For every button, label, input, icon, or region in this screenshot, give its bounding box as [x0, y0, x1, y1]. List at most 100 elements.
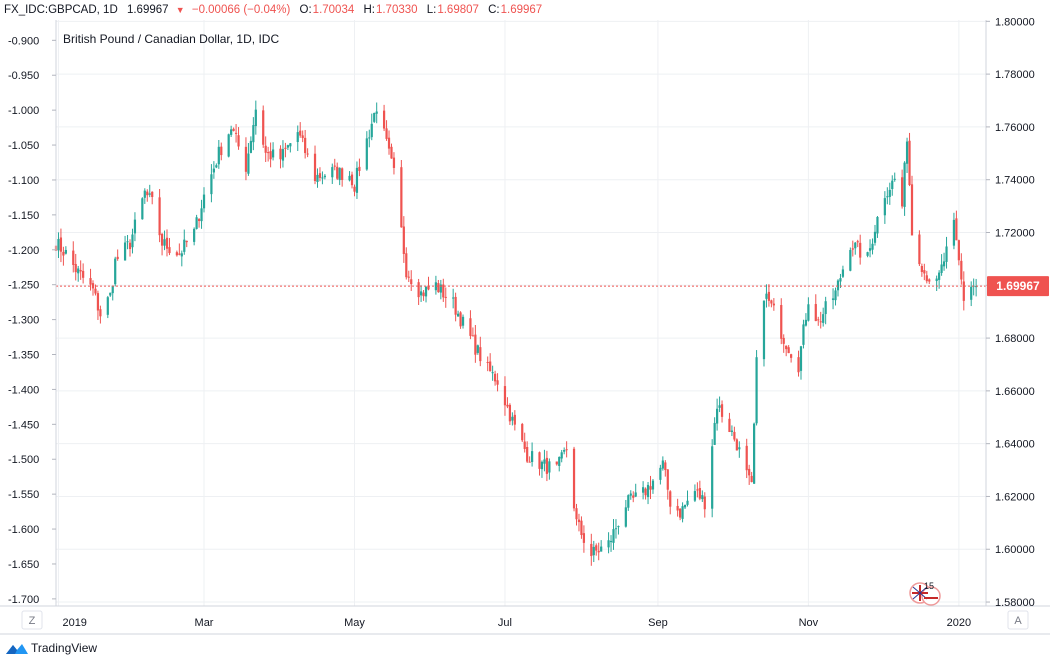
candle-up [807, 297, 810, 322]
candle-body [461, 316, 465, 326]
candle-body [609, 540, 613, 543]
high-label: H: [363, 4, 375, 16]
candle-body [849, 249, 852, 271]
candle-down [422, 289, 425, 301]
log-scale-button[interactable]: Z [21, 610, 43, 630]
candle-up [871, 238, 874, 255]
candle-up [765, 284, 768, 308]
right-tick-label: 1.66000 [995, 386, 1035, 398]
candle-up [938, 270, 941, 289]
candle-up [57, 232, 60, 259]
candle-up [419, 285, 423, 302]
candle-body [232, 128, 235, 131]
candle-body [644, 488, 647, 496]
candle-body [600, 546, 603, 552]
left-tick-label: -0.900 [8, 35, 39, 47]
candle-up [109, 292, 112, 297]
candle-down [385, 120, 388, 141]
candle-down [94, 284, 97, 296]
candle-down [577, 513, 581, 532]
candle-up [227, 133, 230, 158]
candle-up [701, 490, 704, 502]
candle-down [506, 397, 509, 409]
candle-up [716, 398, 719, 431]
candle-body [676, 505, 679, 511]
tradingview-logo-icon[interactable] [5, 642, 29, 656]
brand-name[interactable]: TradingView [31, 641, 98, 655]
candle-down [306, 148, 309, 158]
candle-body [74, 264, 77, 273]
candle-up [891, 175, 894, 196]
candle-body [318, 173, 322, 178]
auto-scale-button[interactable]: A [1007, 610, 1029, 630]
candle-body [632, 495, 635, 498]
candle-up [114, 256, 117, 287]
candle-up [624, 499, 627, 528]
candle-body [284, 147, 287, 149]
candle-down [99, 305, 102, 324]
candle-down [486, 356, 489, 372]
candle-body [304, 137, 307, 154]
candle-up [730, 425, 734, 437]
candle-up [617, 525, 620, 535]
candle-body [301, 135, 304, 139]
candle-body [698, 488, 701, 499]
candle-down [444, 287, 447, 308]
candle-body [597, 550, 600, 553]
candle-body [920, 265, 923, 272]
candle-up [755, 350, 758, 426]
price-chart[interactable]: British Pound / Canadian Dollar, 1D, IDC… [0, 0, 1050, 638]
candle-body [903, 162, 906, 207]
symbol-name[interactable]: FX_IDC:GBPCAD, 1D [4, 4, 118, 16]
candle-up [713, 417, 716, 445]
time-axis-label: Jul [498, 617, 512, 629]
candle-body [713, 422, 716, 445]
candle-body [910, 184, 914, 236]
right-tick-label: 1.74000 [995, 175, 1035, 187]
candle-body [269, 151, 272, 160]
candle-up [804, 313, 808, 327]
candle-body [402, 226, 405, 254]
candle-down [96, 290, 100, 320]
candle-body [646, 484, 650, 498]
candle-down [262, 105, 265, 148]
candle-body [841, 269, 845, 277]
candle-body [649, 486, 652, 490]
candle-down [955, 210, 958, 241]
candle-up [375, 102, 378, 124]
left-tick-label: -1.400 [8, 384, 39, 396]
candle-body [382, 110, 386, 129]
candle-up [215, 163, 218, 169]
candle-body [942, 261, 946, 267]
candle-body [392, 157, 396, 168]
candle-down [304, 129, 307, 159]
candle-up [217, 139, 220, 169]
candle-body [405, 253, 408, 278]
candle-body [200, 208, 203, 222]
candle-body [496, 380, 499, 385]
candle-body [711, 446, 714, 509]
candle-down [526, 441, 529, 463]
candle-body [528, 461, 531, 463]
candle-body [247, 153, 250, 174]
candle-up [111, 285, 114, 301]
candle-down [469, 310, 472, 340]
candle-down [474, 325, 477, 363]
candle-body [868, 248, 872, 251]
candle-body [558, 456, 561, 466]
candle-body [202, 194, 206, 209]
candle-body [614, 528, 618, 530]
candle-body [577, 519, 581, 523]
candle-body [767, 291, 771, 301]
candle-down [666, 469, 669, 500]
left-tick-label: -1.100 [8, 175, 39, 187]
candle-down [264, 136, 267, 162]
right-price-axis[interactable] [986, 20, 1050, 606]
uk-flag-icon[interactable]: 15 [909, 581, 941, 606]
candle-up [254, 100, 257, 135]
candle-body [565, 449, 568, 451]
chart-pane[interactable] [56, 20, 986, 606]
candle-up [661, 456, 664, 471]
candle-body [762, 300, 766, 360]
candle-up [476, 344, 479, 355]
